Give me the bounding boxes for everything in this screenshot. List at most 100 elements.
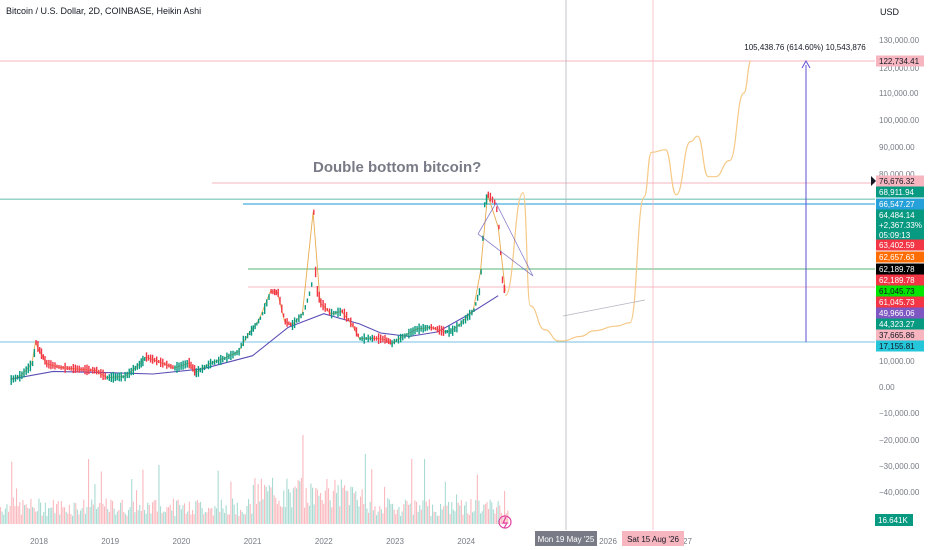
volume-bar [254, 478, 256, 524]
price-candle [160, 357, 162, 367]
volume-bar [78, 514, 80, 524]
volume-bar [288, 489, 290, 524]
price-candle [78, 365, 80, 373]
price-candle [482, 235, 484, 241]
volume-bar [12, 497, 14, 524]
volume-bar [419, 505, 421, 524]
volume-bar [478, 500, 480, 524]
price-label-bg [876, 263, 924, 275]
volume-bar [305, 488, 307, 524]
price-candle [434, 327, 437, 331]
volume-bar [32, 507, 34, 524]
volume-bar [403, 504, 405, 524]
price-label: 64,484.14 [879, 211, 915, 220]
volume-bar [304, 507, 306, 524]
volume-bar [371, 469, 373, 524]
price-candle [180, 361, 182, 370]
price-candle [397, 335, 400, 344]
price-candle [50, 360, 52, 370]
price-candle [458, 323, 460, 327]
volume-bar [424, 458, 426, 524]
price-candle [186, 360, 188, 368]
volume-bar [475, 500, 477, 524]
price-candle [264, 303, 266, 314]
volume-bar [438, 515, 440, 524]
price-candle [440, 325, 443, 336]
price-candle [14, 374, 17, 382]
price-candle [116, 373, 118, 381]
price-candle [277, 288, 279, 297]
volume-bar [292, 488, 294, 524]
volume-bar [193, 514, 195, 524]
price-candle [424, 324, 426, 332]
volume-bar [302, 434, 304, 524]
volume-bar [56, 504, 58, 524]
volume-bar [502, 515, 504, 524]
price-candle [387, 338, 390, 344]
volume-bar [121, 499, 123, 524]
y-tick-label: 100,000.00 [879, 116, 920, 125]
volume-bar [180, 509, 182, 524]
price-candle [333, 310, 335, 316]
price-candle [473, 308, 475, 312]
price-candle [432, 326, 434, 330]
price-candle [118, 372, 120, 382]
price-candle [414, 326, 416, 335]
y-tick-label: −30,000.00 [879, 462, 920, 471]
volume-bar [68, 504, 70, 524]
volume-bar [38, 498, 40, 524]
volume-bar [142, 469, 144, 524]
volume-bar [14, 506, 16, 524]
volume-bar [219, 511, 221, 524]
x-tick-label: 2021 [244, 537, 262, 546]
crosshair-date-bg [535, 531, 597, 546]
volume-bar [326, 479, 328, 524]
price-label: 17,155.81 [879, 342, 915, 351]
price-label: 76,676.32 [879, 177, 915, 186]
volume-bar [417, 511, 419, 524]
price-candle [300, 313, 302, 319]
volume-bar [132, 501, 134, 524]
volume-label-bg [875, 514, 913, 526]
price-candle [46, 359, 48, 368]
volume-bar [436, 515, 438, 524]
volume-bar [195, 501, 197, 524]
volume-bar [212, 515, 214, 524]
volume-bar [310, 483, 312, 524]
volume-bar [177, 499, 179, 524]
volume-bar [246, 505, 248, 524]
price-candle [311, 282, 313, 287]
price-candle [182, 360, 184, 370]
volume-bar [473, 511, 475, 524]
price-candle [500, 251, 502, 256]
volume-bar [240, 509, 242, 524]
volume-bar [464, 505, 466, 524]
volume-bar [449, 514, 451, 524]
price-candle [420, 325, 422, 332]
volume-bar [233, 504, 235, 524]
volume-bar [446, 505, 448, 524]
price-candle [318, 291, 320, 303]
price-candle [110, 372, 112, 382]
volume-bar [232, 498, 234, 524]
price-candle [357, 333, 359, 338]
volume-bar [139, 504, 141, 524]
volume-bar [380, 509, 382, 524]
volume-bar [504, 490, 506, 524]
volume-bar [81, 508, 83, 524]
volume-bar [164, 512, 166, 524]
volume-bar [379, 506, 381, 524]
volume-bar [275, 497, 277, 524]
currency-button[interactable]: USD [880, 7, 900, 17]
volume-bar [44, 502, 46, 524]
volume-bar [123, 512, 125, 524]
volume-bar [361, 489, 363, 524]
price-candle [124, 372, 126, 382]
price-candle [365, 337, 367, 340]
y-tick-label: 0.00 [879, 383, 895, 392]
price-candle [478, 288, 481, 296]
replay-icon[interactable] [498, 515, 512, 529]
y-tick-label: −10,000.00 [879, 409, 920, 418]
